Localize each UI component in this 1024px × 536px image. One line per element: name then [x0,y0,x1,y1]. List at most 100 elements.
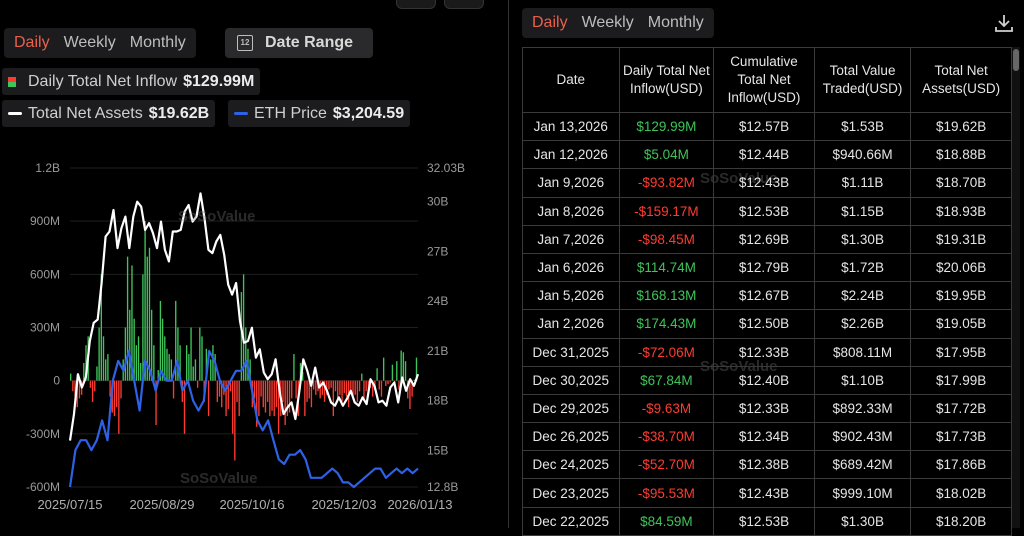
table-row[interactable]: Jan 2,2026 $174.43M $12.50B $2.26B $19.05B [522,309,1012,339]
y-right-tick-label: 15B [427,444,448,458]
inflow-bar [188,354,190,381]
cell-date: Dec 30,2025 [522,365,620,395]
cell-traded: $1.30B [813,506,912,536]
table-row[interactable]: Dec 26,2025 -$38.70M $12.34B $902.43M $17.73… [522,422,1012,452]
table-row[interactable]: Jan 8,2026 -$159.17M $12.53B $1.15B $18.93B [522,196,1012,226]
tab-daily[interactable]: Daily [14,34,50,51]
inflow-bar [126,256,129,381]
inflow-bar [183,380,186,434]
table-header-row: Date Daily Total Net Inflow(USD) Cumulat… [522,47,1012,113]
tab-monthly[interactable]: Monthly [647,14,704,31]
cell-cumulative: $12.38B [713,450,815,480]
tab-weekly[interactable]: Weekly [581,14,634,31]
legend-eth[interactable]: ETH Price $3,204.59 [228,100,411,127]
table-row[interactable]: Jan 12,2026 $5.04M $12.44B $940.66M $18.88B [522,140,1012,170]
y-right-tick-label: 24B [427,294,448,308]
inflow-bar [361,373,363,381]
inflow-bar [78,380,81,399]
inflow-bar [334,380,337,392]
cell-assets: $17.72B [910,393,1012,424]
cell-date: Dec 24,2025 [522,450,620,480]
inflow-bar [76,380,78,408]
inflow-bar [396,361,398,381]
col-header-cumulative[interactable]: Cumulative Total Net Inflow(USD) [713,47,815,113]
cell-assets: $18.20B [910,506,1012,536]
inflow-bar [124,327,127,381]
col-header-traded[interactable]: Total Value Traded(USD) [813,47,912,113]
y-left-tick-label: -600M [26,480,60,494]
inflow-bar [337,380,339,399]
inflow-bar [133,318,135,381]
table-scrollbar[interactable] [1012,47,1020,528]
cell-cumulative: $12.53B [713,506,815,536]
inflow-bar [109,380,111,397]
cell-assets: $17.73B [910,422,1012,452]
legend-inflow[interactable]: Daily Total Net Inflow $129.99M [2,68,261,95]
table-row[interactable]: Jan 13,2026 $129.99M $12.57B $1.53B $19.62B [522,111,1012,142]
inflow-bar [105,359,107,381]
table-row[interactable]: Dec 31,2025 -$72.06M $12.33B $808.11M $17.95… [522,337,1012,367]
date-range-button[interactable]: 12 Date Range [225,28,373,58]
cell-date: Jan 5,2026 [522,281,620,311]
inflow-bar [170,359,173,381]
inflow-swatch-icon [8,76,16,87]
cell-date: Dec 23,2025 [522,478,620,508]
cell-traded: $1.53B [813,111,912,142]
inflow-bar [380,380,383,397]
x-tick-label: 2026/01/13 [387,497,452,512]
cell-cumulative: $12.33B [713,337,815,367]
inflow-bar [266,380,269,402]
col-header-inflow[interactable]: Daily Total Net Inflow(USD) [618,47,715,113]
tab-monthly[interactable]: Monthly [129,34,186,51]
top-button-right[interactable] [444,0,484,9]
table-row[interactable]: Dec 24,2025 -$52.70M $12.38B $689.42M $17.86… [522,450,1012,480]
inflow-bar [389,380,391,383]
inflow-bar [273,380,275,417]
table-row[interactable]: Dec 22,2025 $84.59M $12.53B $1.30B $18.20B [522,506,1012,536]
legend-assets[interactable]: Total Net Assets $19.62B [2,100,216,127]
combo-chart[interactable]: 1.2B 900M 600M 300M 0 -300M -600M 32.03B 30B 27B… [0,0,500,528]
cell-traded: $808.11M [813,337,912,367]
inflow-bar [190,327,192,381]
scrollbar-thumb[interactable] [1013,49,1019,71]
table-row[interactable]: Jan 6,2026 $114.74M $12.79B $1.72B $20.06B [522,252,1012,283]
cell-inflow: -$98.45M [618,224,715,254]
inflow-bar [284,380,286,425]
x-tick-label: 2025/08/29 [129,497,194,512]
inflow-bar [398,380,400,390]
inflow-bar [221,380,223,408]
cell-inflow: -$72.06M [618,337,715,367]
inflow-bar [144,221,146,381]
table-row[interactable]: Jan 9,2026 -$93.82M $12.43B $1.11B $18.70B [522,168,1012,198]
x-tick-label: 2025/12/03 [311,497,376,512]
inflow-bar [341,380,343,402]
tab-weekly[interactable]: Weekly [63,34,116,51]
table-row[interactable]: Jan 7,2026 -$98.45M $12.69B $1.30B $19.31B [522,224,1012,254]
inflow-bar [207,380,210,417]
inflow-bar [175,300,177,381]
tab-daily[interactable]: Daily [532,14,568,31]
table-row[interactable]: Jan 5,2026 $168.13M $12.67B $2.24B $19.95B [522,281,1012,311]
table-row[interactable]: Dec 23,2025 -$95.53M $12.43B $999.10M $18.02… [522,478,1012,508]
table-row[interactable]: Dec 30,2025 $67.84M $12.40B $1.10B $17.99B [522,365,1012,395]
y-left-tick-label: 0 [53,374,60,388]
cell-inflow: -$93.82M [618,168,715,198]
col-header-assets[interactable]: Total Net Assets(USD) [910,47,1012,113]
col-header-date[interactable]: Date [522,47,620,113]
inflow-bar [89,380,92,388]
cell-assets: $19.95B [910,281,1012,311]
cell-cumulative: $12.33B [713,393,815,424]
download-icon[interactable] [993,12,1015,34]
inflow-bar [96,366,98,381]
top-button-left[interactable] [396,0,436,9]
inflow-bar [148,247,151,381]
inflow-bar [288,380,291,413]
inflow-bar [74,380,76,397]
inflow-bar [120,380,122,399]
inflow-bar [231,380,234,434]
inflow-bar [415,357,418,381]
inflow-bar [354,380,356,395]
inflow-bar [249,359,251,381]
table-row[interactable]: Dec 29,2025 -$9.63M $12.33B $892.33M $17.72B [522,393,1012,424]
inflow-bar [319,380,321,399]
